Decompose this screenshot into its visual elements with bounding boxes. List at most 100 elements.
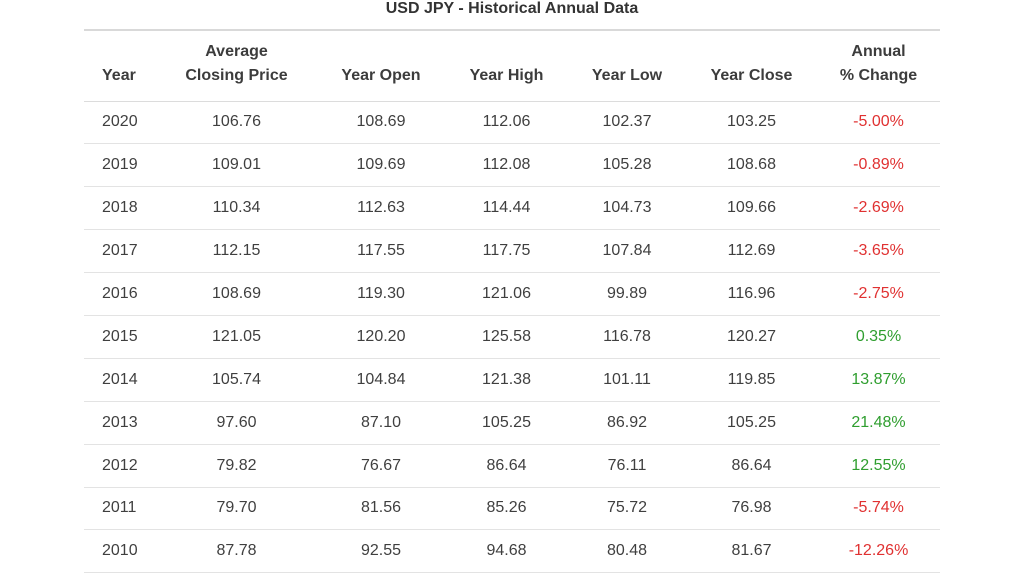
header-low-label: Year Low — [591, 66, 663, 84]
cell-average-closing-price: 97.60 — [216, 413, 257, 431]
table-body: 2020 106.76 108.69 112.06 102.37 103.25 -5.00%… — [84, 101, 940, 573]
cell-year-low: 99.89 — [606, 285, 648, 302]
cell-average-closing-price: 109.01 — [212, 156, 261, 174]
cell-year-high: 125.58 — [482, 327, 531, 345]
cell-average-closing-price: 112.15 — [212, 242, 261, 260]
header-year-label: Year — [102, 66, 136, 84]
cell-year: 2016 — [102, 285, 138, 302]
cell-year-open: 92.55 — [360, 542, 402, 560]
cell-year: 2011 — [102, 499, 137, 517]
cell-year-open: 109.69 — [356, 156, 406, 174]
header-high-label: Year High — [469, 66, 544, 84]
cell-year-open: 120.20 — [356, 327, 406, 345]
header-chg-line2: % Change — [839, 66, 918, 84]
cell-year-high: 121.06 — [482, 285, 531, 302]
cell-year: 2019 — [102, 156, 138, 174]
cell-year-close: 116.96 — [727, 285, 776, 302]
cell-year-low: 80.48 — [606, 542, 648, 560]
cell-annual-change: -2.75% — [853, 285, 904, 302]
cell-year-low: 104.73 — [602, 199, 652, 217]
cell-year-high: 112.06 — [482, 113, 531, 131]
cell-year-open: 76.67 — [360, 456, 402, 474]
cell-annual-change: -3.65% — [853, 242, 904, 260]
cell-year: 2014 — [102, 370, 138, 388]
header-year-close: Year Close — [686, 30, 817, 101]
cell-annual-change: -12.26% — [848, 542, 909, 560]
header-chg-line1: Annual — [851, 42, 906, 60]
cell-annual-change: -5.74% — [853, 499, 904, 517]
cell-annual-change: 21.48% — [851, 413, 906, 431]
cell-annual-change: 0.35% — [855, 327, 902, 345]
header-close-label: Year Close — [710, 66, 793, 84]
cell-annual-change: 13.87% — [851, 370, 906, 388]
cell-year-close: 109.66 — [727, 199, 776, 217]
table-row: 2015 121.05 120.20 125.58 116.78 120.27 0.35% — [84, 315, 940, 359]
cell-year: 2017 — [102, 242, 138, 260]
cell-year-open: 108.69 — [356, 113, 406, 131]
cell-year-low: 105.28 — [602, 156, 652, 174]
cell-average-closing-price: 106.76 — [212, 113, 261, 131]
table-header: Year Average Closing Price Year Open Yea… — [84, 30, 940, 101]
header-year-low: Year Low — [568, 30, 686, 101]
cell-year-low: 102.37 — [602, 113, 652, 131]
cell-average-closing-price: 110.34 — [212, 199, 261, 217]
cell-year-close: 103.25 — [727, 113, 776, 131]
cell-year-open: 119.30 — [357, 285, 405, 302]
cell-average-closing-price: 121.05 — [212, 327, 261, 345]
cell-year-open: 104.84 — [356, 370, 406, 388]
table-row: 2020 106.76 108.69 112.06 102.37 103.25 -5.00% — [84, 101, 940, 144]
cell-year: 2013 — [102, 413, 138, 431]
header-avg-line2: Closing Price — [185, 66, 288, 84]
cell-year-close: 105.25 — [727, 413, 776, 431]
cell-year-low: 116.78 — [603, 327, 651, 345]
cell-year: 2018 — [102, 199, 138, 217]
cell-year-high: 117.75 — [482, 242, 531, 260]
table-row: 2016 108.69 119.30 121.06 99.89 116.96 -2.75% — [84, 273, 940, 316]
cell-year-close: 120.27 — [727, 327, 776, 345]
cell-average-closing-price: 105.74 — [212, 370, 261, 388]
table-row: 2019 109.01 109.69 112.08 105.28 108.68 -0.89% — [84, 144, 940, 187]
cell-year-low: 107.84 — [602, 242, 652, 260]
cell-year-open: 112.63 — [357, 199, 405, 217]
cell-year-close: 119.85 — [727, 370, 776, 388]
header-average-closing-price: Average Closing Price — [156, 30, 317, 101]
cell-year-low: 101.11 — [603, 370, 651, 388]
table-row: 2011 79.70 81.56 85.26 75.72 76.98 -5.74% — [84, 487, 940, 530]
historical-data-table-container: Year Average Closing Price Year Open Yea… — [84, 29, 940, 573]
header-avg-line1: Average — [205, 42, 268, 60]
cell-year-open: 81.56 — [360, 499, 402, 517]
cell-year: 2010 — [102, 542, 138, 560]
cell-year: 2012 — [102, 456, 138, 474]
cell-annual-change: 12.55% — [851, 456, 906, 474]
header-open-label: Year Open — [341, 66, 421, 84]
cell-average-closing-price: 108.69 — [212, 285, 261, 302]
table-row: 2018 110.34 112.63 114.44 104.73 109.66 -2.69% — [84, 187, 940, 230]
table-title: USD JPY - Historical Annual Data — [385, 0, 639, 17]
table-row: 2013 97.60 87.10 105.25 86.92 105.25 21.48% — [84, 401, 940, 445]
header-row: Year Average Closing Price Year Open Yea… — [84, 30, 940, 101]
cell-year-close: 112.69 — [727, 242, 776, 260]
cell-year-low: 86.92 — [606, 413, 648, 431]
cell-year-close: 108.68 — [727, 156, 776, 174]
header-year-high: Year High — [445, 30, 568, 101]
cell-annual-change: -5.00% — [853, 113, 904, 131]
header-year-open: Year Open — [317, 30, 445, 101]
cell-year-high: 112.08 — [482, 156, 531, 174]
cell-year-open: 117.55 — [357, 242, 405, 260]
cell-year-high: 121.38 — [482, 370, 531, 388]
cell-year-close: 81.67 — [731, 542, 772, 560]
header-year: Year — [84, 30, 156, 101]
cell-year-low: 76.11 — [607, 456, 647, 474]
cell-year-close: 76.98 — [731, 499, 772, 517]
table-row: 2017 112.15 117.55 117.75 107.84 112.69 -3.65% — [84, 230, 940, 273]
cell-annual-change: -0.89% — [853, 156, 904, 174]
historical-data-table: Year Average Closing Price Year Open Yea… — [84, 29, 940, 573]
cell-year-high: 94.68 — [486, 542, 527, 560]
cell-year-open: 87.10 — [360, 413, 402, 431]
table-row: 2014 105.74 104.84 121.38 101.11 119.85 13.87% — [84, 358, 940, 402]
table-row: 2010 87.78 92.55 94.68 80.48 81.67 -12.26% — [84, 530, 940, 573]
cell-annual-change: -2.69% — [853, 199, 904, 217]
cell-average-closing-price: 79.82 — [216, 456, 257, 474]
table-row: 2012 79.82 76.67 86.64 76.11 86.64 12.55% — [84, 444, 940, 488]
cell-year-high: 86.64 — [486, 456, 527, 474]
